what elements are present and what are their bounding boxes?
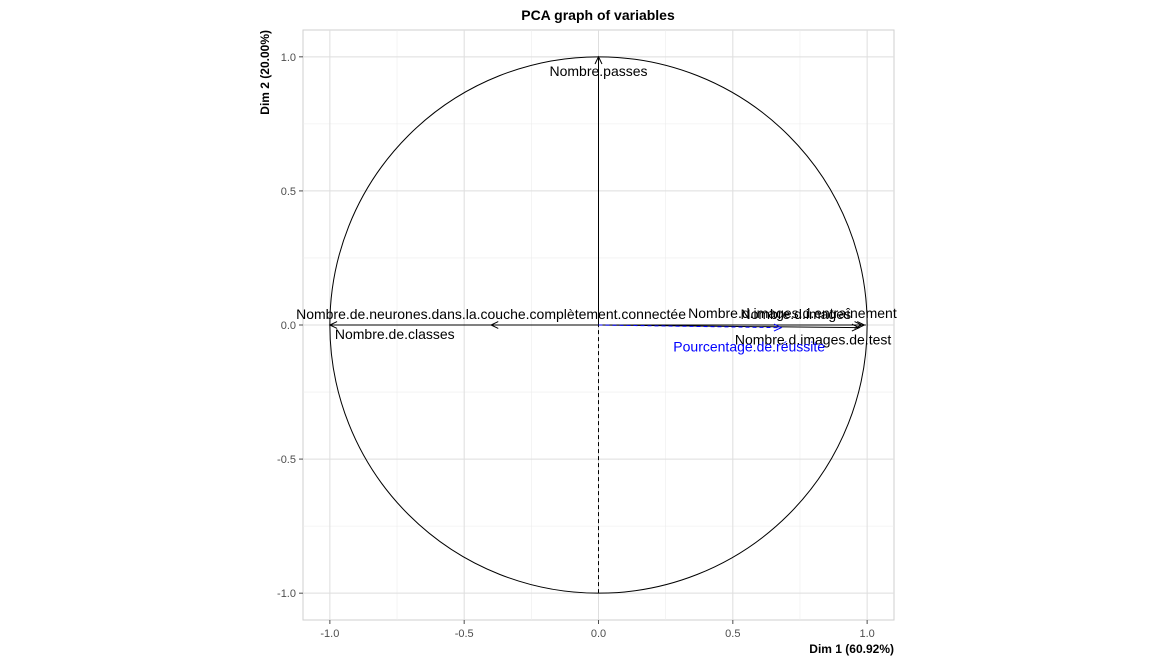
variable-arrows <box>328 55 866 332</box>
variable-arrowhead <box>773 323 783 332</box>
variable-label: Nombre.de.classes <box>335 326 455 342</box>
variable-arrowhead <box>594 55 603 65</box>
x-axis-title: Dim 1 (60.92%) <box>809 642 894 656</box>
x-tick-label: 1.0 <box>859 628 874 640</box>
variable-arrowhead <box>328 321 338 329</box>
axes-ticks: -1.0 -0.5 0.0 0.5 1.0 -1.0 -0.5 0.0 0.5 1.0 <box>277 52 875 640</box>
y-tick-label: 1.0 <box>281 52 296 64</box>
chart-title: PCA graph of variables <box>521 7 675 23</box>
variable-label: Nombre.d.images <box>741 306 852 322</box>
variable-arrowhead <box>857 321 866 329</box>
y-tick-label: -0.5 <box>277 454 296 466</box>
variable-label: Nombre.passes <box>549 63 647 79</box>
variable-label: Nombre.d.images.de.test <box>735 332 892 348</box>
y-tick-label: 0.5 <box>281 186 296 198</box>
y-tick-label: -1.0 <box>277 588 296 600</box>
variable-label: Nombre.de.neurones.dans.la.couche.complè… <box>296 306 686 322</box>
variable-arrowhead <box>851 323 861 332</box>
variable-arrow <box>598 324 782 329</box>
x-tick-label: 0.5 <box>725 628 740 640</box>
variable-labels: Nombre.passes Nombre.de.neurones.dans.la.… <box>296 63 897 355</box>
variable-label: Nombre.d.images.d.entraînement <box>688 305 897 321</box>
variable-label: Pourcentage.de.réussite <box>673 339 825 355</box>
x-tick-label: -1.0 <box>320 628 339 640</box>
y-axis-title: Dim 2 (20.00%) <box>258 30 272 115</box>
x-tick-label: -0.5 <box>455 628 474 640</box>
x-tick-label: 0.0 <box>591 628 606 640</box>
y-tick-label: 0.0 <box>281 320 296 332</box>
